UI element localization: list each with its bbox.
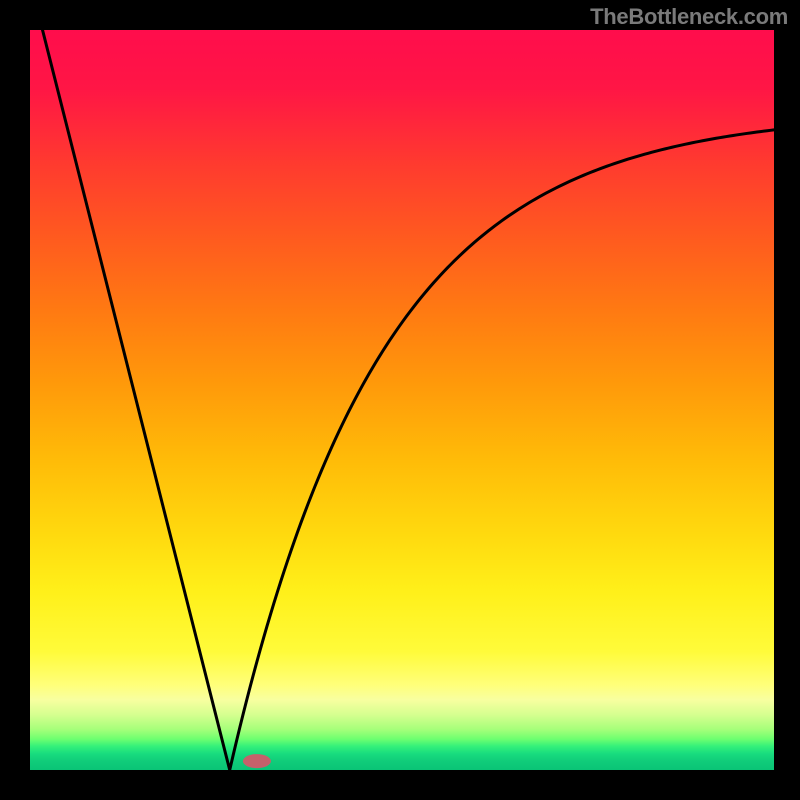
optimal-point-marker bbox=[243, 754, 271, 768]
chart-container: TheBottleneck.com bbox=[0, 0, 800, 800]
watermark-text: TheBottleneck.com bbox=[590, 4, 788, 30]
plot-background bbox=[30, 30, 774, 770]
